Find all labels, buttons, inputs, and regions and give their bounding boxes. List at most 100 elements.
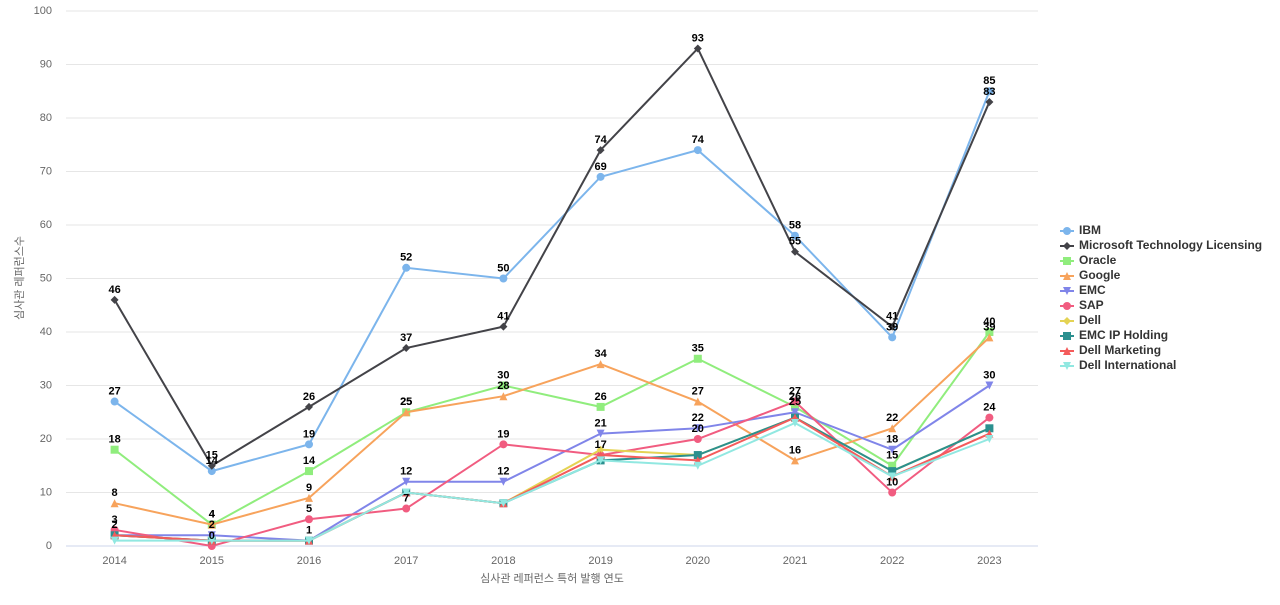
legend-label: SAP (1079, 298, 1104, 312)
data-label: 39 (983, 321, 995, 333)
point (693, 461, 702, 470)
y-tick-label: 0 (46, 540, 52, 552)
data-label: 4 (209, 509, 216, 521)
legend-item[interactable]: Google (1060, 268, 1121, 282)
series (110, 87, 994, 476)
point (888, 488, 897, 497)
point (305, 402, 313, 411)
x-tick-label: 2020 (686, 555, 710, 567)
legend-label: EMC (1079, 283, 1106, 297)
data-label: 12 (497, 466, 509, 478)
point (791, 418, 799, 427)
legend-item[interactable]: Dell Marketing (1060, 343, 1161, 357)
legend-label: IBM (1079, 223, 1101, 237)
x-tick-label: 2018 (491, 555, 515, 567)
legend-item[interactable]: Dell International (1060, 358, 1176, 372)
y-tick-label: 20 (40, 433, 52, 445)
data-label: 0 (209, 530, 215, 542)
point (499, 274, 508, 283)
data-label: 16 (789, 444, 801, 456)
legend-symbol (1063, 347, 1071, 355)
point (985, 413, 994, 422)
point (596, 429, 605, 438)
data-label: 15 (206, 450, 218, 462)
data-label: 7 (403, 492, 409, 504)
point (499, 392, 508, 401)
data-label: 1 (306, 525, 312, 537)
point (402, 408, 411, 417)
data-label: 27 (108, 385, 120, 397)
x-axis-title: 심사관 레퍼런스 특허 발행 연도 (480, 572, 624, 585)
point (985, 435, 994, 443)
data-label: 18 (108, 434, 120, 446)
data-label: 17 (594, 439, 606, 451)
legend-label: EMC IP Holding (1079, 328, 1168, 342)
point (985, 97, 994, 106)
y-tick-label: 80 (40, 112, 52, 124)
x-tick-label: 2022 (880, 555, 904, 567)
point (693, 354, 702, 363)
point (207, 520, 216, 529)
data-label: 58 (789, 220, 801, 232)
line (113, 46, 991, 468)
data-label: 74 (594, 134, 607, 146)
data-label: 26 (303, 391, 315, 403)
point (596, 402, 605, 411)
point (402, 263, 411, 272)
data-label: 25 (789, 396, 801, 408)
legend-item[interactable]: IBM (1060, 223, 1101, 237)
point (499, 499, 508, 508)
legend-item[interactable]: EMC IP Holding (1060, 328, 1168, 342)
data-label: 35 (692, 343, 704, 355)
legend-item[interactable]: Oracle (1060, 253, 1117, 267)
y-tick-label: 10 (40, 486, 52, 498)
legend-item[interactable]: EMC (1060, 283, 1106, 297)
legend-label: Dell International (1079, 358, 1176, 372)
legend-item[interactable]: SAP (1060, 298, 1104, 312)
point (596, 360, 605, 369)
legend-label: Oracle (1079, 253, 1117, 267)
data-label: 37 (400, 332, 412, 344)
data-label: 14 (206, 455, 219, 467)
line (113, 331, 991, 526)
point (791, 397, 799, 406)
legend-item[interactable]: Microsoft Technology Licensing (1060, 238, 1262, 252)
data-label: 52 (400, 252, 412, 264)
point (110, 397, 119, 406)
point (499, 381, 508, 390)
point (596, 456, 605, 465)
data-label: 34 (594, 348, 607, 360)
legend-label: Microsoft Technology Licensing (1079, 238, 1262, 252)
data-label: 27 (789, 385, 801, 397)
data-label: 20 (692, 423, 704, 435)
x-tick-label: 2023 (977, 555, 1001, 567)
data-label: 26 (594, 391, 606, 403)
point (985, 333, 994, 342)
point (791, 456, 799, 465)
point (110, 499, 119, 508)
x-tick-label: 2019 (588, 555, 612, 567)
point (305, 440, 313, 449)
legend-label: Dell Marketing (1079, 343, 1161, 357)
data-label: 15 (886, 450, 898, 462)
series (110, 44, 994, 470)
data-label: 83 (983, 86, 995, 98)
point (305, 536, 313, 545)
point (402, 477, 411, 486)
data-label: 93 (692, 32, 704, 44)
point (596, 146, 605, 155)
data-label: 30 (983, 369, 995, 381)
legend-symbol (1063, 287, 1071, 295)
point (888, 333, 897, 342)
point (985, 328, 994, 336)
point (791, 231, 799, 240)
legend-item[interactable]: Dell (1060, 313, 1101, 327)
point (693, 435, 702, 443)
data-label: 8 (112, 487, 118, 499)
point (110, 536, 119, 545)
point (693, 146, 702, 155)
series (110, 418, 994, 545)
point (888, 322, 897, 331)
point (402, 344, 411, 353)
x-tick-label: 2017 (394, 555, 418, 567)
